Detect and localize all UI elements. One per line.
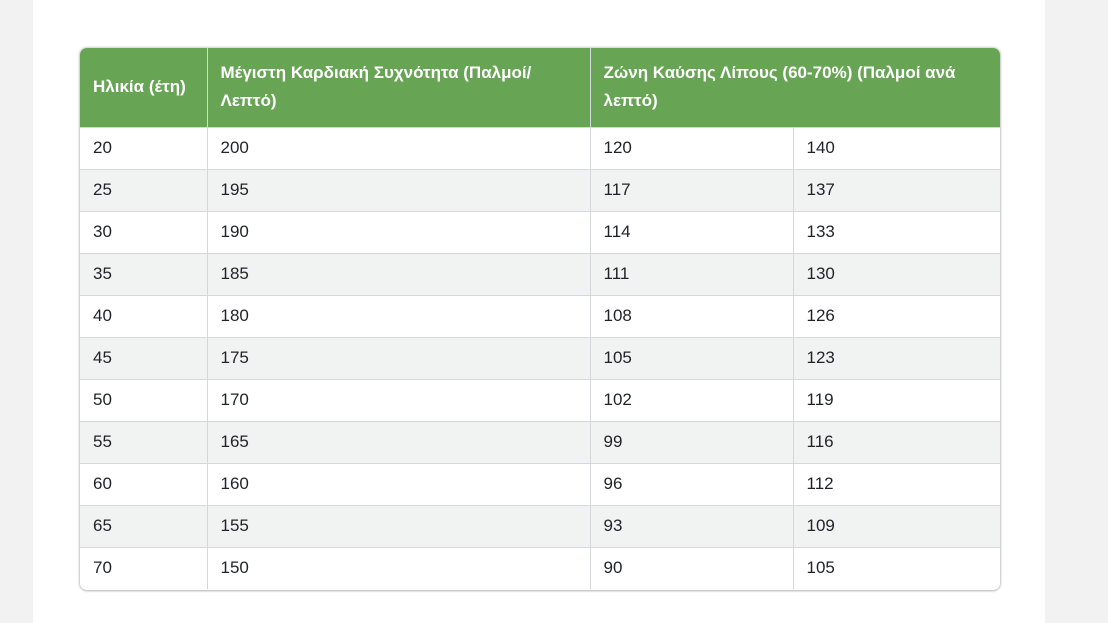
table-cell: 20 <box>80 126 208 170</box>
table-cell: 25 <box>80 168 208 212</box>
table-row: 50 170 102 119 <box>80 378 1000 422</box>
table-row: 30 190 114 133 <box>80 210 1000 254</box>
table-cell: 109 <box>792 504 1000 548</box>
table-cell: 170 <box>206 378 591 422</box>
table-cell: 165 <box>206 420 591 464</box>
table-cell: 111 <box>589 252 794 296</box>
table-cell: 55 <box>80 420 208 464</box>
table-cell: 116 <box>792 420 1000 464</box>
table-cell: 112 <box>792 462 1000 506</box>
table-cell: 137 <box>792 168 1000 212</box>
table-cell: 126 <box>792 294 1000 338</box>
table-cell: 185 <box>206 252 591 296</box>
heart-rate-table: Ηλικία (έτη) Μέγιστη Καρδιακή Συχνότητα … <box>80 48 1000 589</box>
table-cell: 150 <box>206 546 591 589</box>
table-cell: 195 <box>206 168 591 212</box>
table-cell: 60 <box>80 462 208 506</box>
table-cell: 133 <box>792 210 1000 254</box>
table-cell: 180 <box>206 294 591 338</box>
table-row: 65 155 93 109 <box>80 504 1000 548</box>
table-cell: 93 <box>589 504 794 548</box>
header-age: Ηλικία (έτη) <box>80 48 207 127</box>
table-cell: 90 <box>589 546 794 589</box>
table-cell: 190 <box>206 210 591 254</box>
table-cell: 160 <box>206 462 591 506</box>
table-row: 55 165 99 116 <box>80 420 1000 464</box>
table-cell: 114 <box>589 210 794 254</box>
table-row: 35 185 111 130 <box>80 252 1000 296</box>
header-max-heart-rate: Μέγιστη Καρδιακή Συχνότητα (Παλμοί/ Λεπτ… <box>206 48 590 127</box>
table-cell: 35 <box>80 252 208 296</box>
table-cell: 50 <box>80 378 208 422</box>
table-cell: 119 <box>792 378 1000 422</box>
table-row: 25 195 117 137 <box>80 168 1000 212</box>
table-cell: 175 <box>206 336 591 380</box>
table-row: 70 150 90 105 <box>80 546 1000 589</box>
table-cell: 200 <box>206 126 591 170</box>
table-cell: 123 <box>792 336 1000 380</box>
table-cell: 96 <box>589 462 794 506</box>
table-cell: 120 <box>589 126 794 170</box>
table-cell: 155 <box>206 504 591 548</box>
table-cell: 140 <box>792 126 1000 170</box>
table-cell: 30 <box>80 210 208 254</box>
table-row: 20 200 120 140 <box>80 126 1000 170</box>
table-row: 45 175 105 123 <box>80 336 1000 380</box>
left-page-margin <box>0 0 33 623</box>
table-cell: 105 <box>589 336 794 380</box>
header-fat-burn-zone: Ζώνη Καύσης Λίπους (60-70%) (Παλμοί ανά … <box>589 48 1000 127</box>
table-cell: 105 <box>792 546 1000 589</box>
table-cell: 40 <box>80 294 208 338</box>
table-cell: 99 <box>589 420 794 464</box>
table-cell: 130 <box>792 252 1000 296</box>
table-row: 40 180 108 126 <box>80 294 1000 338</box>
heart-rate-table-card: Ηλικία (έτη) Μέγιστη Καρδιακή Συχνότητα … <box>80 48 1000 590</box>
table-cell: 45 <box>80 336 208 380</box>
table-row: 60 160 96 112 <box>80 462 1000 506</box>
table-cell: 102 <box>589 378 794 422</box>
table-cell: 70 <box>80 546 208 589</box>
right-page-margin <box>1045 0 1108 623</box>
table-cell: 108 <box>589 294 794 338</box>
table-cell: 65 <box>80 504 208 548</box>
table-cell: 117 <box>589 168 794 212</box>
header-row: Ηλικία (έτη) Μέγιστη Καρδιακή Συχνότητα … <box>80 48 1000 127</box>
